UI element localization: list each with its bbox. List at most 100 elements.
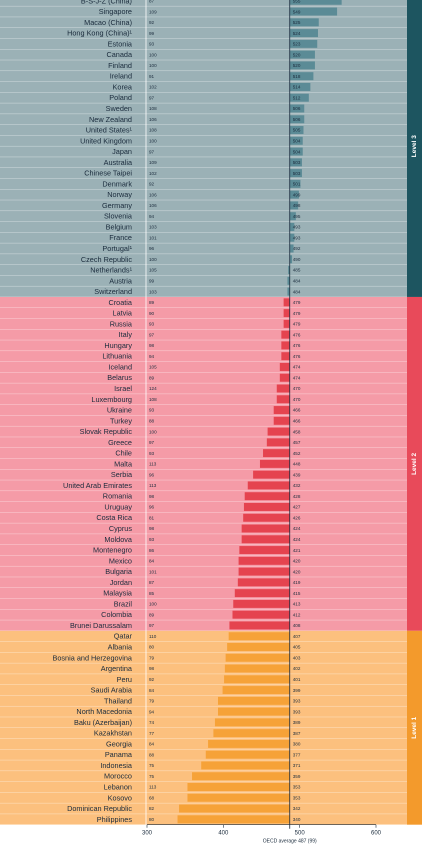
bar (243, 502, 290, 511)
sd-label: 80 (149, 645, 155, 650)
value-label: 520 (293, 63, 301, 68)
sd-label: 94 (149, 214, 155, 219)
row-label: Kosovo (108, 793, 132, 802)
bar-layer (177, 0, 342, 829)
value-label: 420 (293, 569, 301, 574)
bar (187, 783, 290, 791)
row-label: Ireland (110, 72, 132, 81)
bar (289, 61, 315, 70)
sd-label: 99 (149, 279, 155, 284)
sd-label: 124 (149, 386, 157, 391)
sd-label: 79 (149, 699, 155, 704)
bar (289, 126, 304, 135)
bar (289, 222, 295, 231)
row-label: Canada (106, 50, 133, 59)
value-label: 484 (293, 289, 301, 294)
row-label: Korea (113, 82, 133, 91)
level-tab (407, 296, 422, 631)
sd-label: 93 (149, 322, 155, 327)
bar (289, 244, 294, 253)
sd-label: 102 (149, 171, 157, 176)
sd-label: 79 (149, 655, 155, 660)
sd-label: 103 (149, 225, 157, 230)
level-band (0, 296, 407, 631)
value-label: 401 (293, 677, 301, 682)
sd-label: 97 (149, 332, 155, 337)
bar (234, 589, 290, 598)
sd-label: 97 (149, 440, 155, 445)
row-label: Peru (117, 675, 132, 684)
bar (287, 276, 290, 285)
row-label: Philippines (97, 815, 133, 824)
value-label: 452 (293, 451, 301, 456)
row-label: Poland (109, 93, 132, 102)
sd-label: 99 (149, 31, 155, 36)
bar (177, 815, 290, 824)
row-label: Dominican Republic (67, 804, 132, 813)
bar (227, 643, 290, 651)
sd-label: 93 (149, 451, 155, 456)
sd-label: 100 (149, 52, 157, 57)
sd-label: 93 (149, 408, 155, 413)
bar (276, 384, 290, 393)
bar (267, 427, 290, 436)
sd-label: 100 (149, 63, 157, 68)
bar (287, 287, 290, 296)
value-label: 476 (293, 343, 301, 348)
row-label: Greece (108, 438, 132, 447)
value-label: 506 (293, 117, 301, 122)
row-label: Russia (110, 319, 133, 328)
value-label: 512 (293, 95, 301, 100)
sd-label: 86 (149, 548, 155, 553)
row-label: Germany (102, 201, 132, 210)
row-label: Qatar (114, 632, 133, 641)
bar (283, 309, 290, 318)
value-label: 424 (293, 526, 301, 531)
sd-label: 87 (149, 0, 155, 3)
value-label: 492 (293, 246, 301, 251)
row-label: Baku (Azerbaijan) (74, 718, 132, 727)
value-label: 501 (293, 182, 301, 187)
sd-label: 97 (149, 149, 155, 154)
sd-label: 100 (149, 138, 157, 143)
bar (283, 298, 290, 307)
value-label: 506 (293, 106, 301, 111)
bar (179, 804, 290, 813)
value-label: 484 (293, 279, 301, 284)
bar (213, 729, 290, 738)
sd-label: 89 (149, 375, 155, 380)
row-label: Turkey (110, 416, 132, 425)
value-label: 518 (293, 74, 301, 79)
row-label: Malaysia (103, 589, 133, 598)
row-label: Malta (114, 459, 133, 468)
sd-label: 82 (149, 806, 155, 811)
sd-label: 92 (149, 677, 155, 682)
row-label: Portugal¹ (102, 244, 132, 253)
value-label: 466 (293, 419, 301, 424)
bar (214, 718, 290, 727)
row-label: Singapore (99, 7, 132, 16)
row-label: Macao (China) (84, 18, 132, 27)
sd-label: 110 (149, 634, 157, 639)
bar (222, 686, 290, 695)
value-label: 490 (293, 257, 301, 262)
row-label: Moldova (104, 535, 133, 544)
sd-label: 108 (149, 397, 157, 402)
row-label: Chile (115, 449, 132, 458)
value-label: 408 (293, 623, 301, 628)
bar (289, 169, 302, 178)
sd-label: 113 (149, 483, 157, 488)
bar (237, 578, 290, 587)
value-label: 479 (293, 322, 301, 327)
row-label: Thailand (104, 696, 132, 705)
sd-label: 105 (149, 365, 157, 370)
row-label: Kazakhstan (94, 729, 132, 738)
bar (289, 190, 299, 199)
row-label: Bulgaria (105, 567, 133, 576)
sd-label: 88 (149, 419, 155, 424)
bar (281, 352, 290, 361)
value-label: 448 (293, 462, 301, 467)
row-label: New Zealand (89, 115, 132, 124)
sd-label: 98 (149, 494, 155, 499)
